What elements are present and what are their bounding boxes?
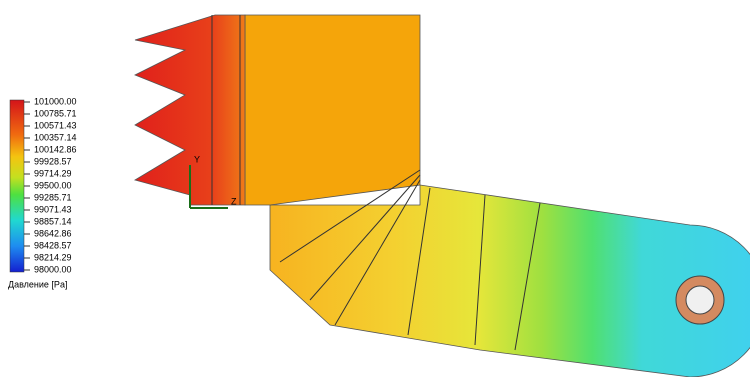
legend-label: 99285.71: [34, 192, 72, 202]
axis-y-label: Y: [194, 154, 200, 164]
legend-label: 98642.86: [34, 228, 72, 238]
legend-label: 98857.14: [34, 216, 72, 226]
legend-label: 101000.00: [34, 96, 77, 106]
legend-label: 100571.43: [34, 120, 77, 130]
outlet: [686, 286, 714, 314]
legend-label: 99500.00: [34, 180, 72, 190]
colorbar: [10, 100, 24, 272]
axis-z-label: Z: [231, 196, 237, 206]
legend-labels: 101000.00 100785.71 100571.43 100357.14 1001…: [24, 96, 77, 274]
legend-label: 98000.00: [34, 264, 72, 274]
legend-title: Давление [Pa]: [8, 279, 67, 289]
legend-label: 99714.29: [34, 168, 72, 178]
plenum: [245, 15, 420, 205]
legend-label: 100785.71: [34, 108, 77, 118]
legend-label: 99928.57: [34, 156, 72, 166]
page: 101000.00 100785.71 100571.43 100357.14 1001…: [0, 0, 750, 377]
legend-label: 99071.43: [34, 204, 72, 214]
legend-label: 100142.86: [34, 144, 77, 154]
duct: [270, 185, 750, 377]
legend-label: 98214.29: [34, 252, 72, 262]
pressure-scene: 101000.00 100785.71 100571.43 100357.14 1001…: [0, 0, 750, 377]
legend-label: 100357.14: [34, 132, 77, 142]
legend-label: 98428.57: [34, 240, 72, 250]
